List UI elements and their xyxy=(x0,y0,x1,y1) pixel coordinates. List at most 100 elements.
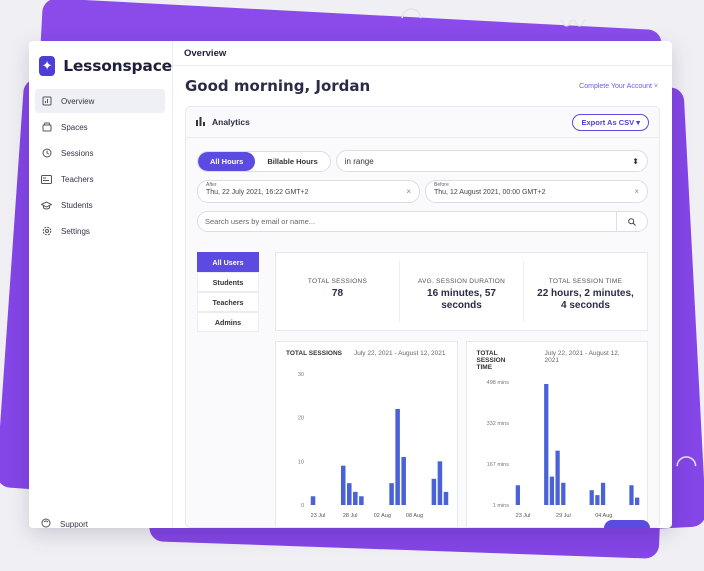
before-date-field[interactable]: Before Thu, 12 August 2021, 00:00 GMT+2 … xyxy=(425,180,648,203)
bar[interactable] xyxy=(340,465,346,505)
sidebar-item-label: Settings xyxy=(61,226,90,236)
main-content: Good morning, Jordan Complete Your Accou… xyxy=(173,66,672,528)
role-teachers[interactable]: Teachers xyxy=(197,292,259,312)
sidebar-item-overview[interactable]: Overview xyxy=(35,89,165,113)
sidebar-item-teachers[interactable]: Teachers xyxy=(35,167,165,191)
bar[interactable] xyxy=(431,478,437,505)
charts-row: TOTAL SESSIONS July 22, 2021 - August 12… xyxy=(275,341,648,528)
y-tick-label: 167 mins xyxy=(486,462,509,468)
lessonspace-logo-icon: ✦ xyxy=(39,56,56,76)
x-tick-label: 04 Aug xyxy=(595,513,612,519)
support-label: Support xyxy=(60,519,89,529)
bar[interactable] xyxy=(549,476,554,505)
y-tick-label: 332 mins xyxy=(486,421,509,427)
tab-all-hours[interactable]: All Hours xyxy=(198,151,256,171)
spaces-icon xyxy=(41,122,52,133)
tab-billable-hours[interactable]: Billable Hours xyxy=(267,156,318,166)
decoration-icon: ◠ xyxy=(675,450,698,480)
complete-account-link[interactable]: Complete Your Account ˅ xyxy=(579,83,658,90)
x-tick-label: 23 Jul xyxy=(515,513,530,519)
stat-avg-duration: AVG. SESSION DURATION 16 minutes, 57 sec… xyxy=(400,261,524,322)
overview-icon xyxy=(41,96,52,107)
sidebar-item-label: Sessions xyxy=(61,148,94,158)
export-csv-button[interactable]: Export As CSV ▾ xyxy=(572,113,649,131)
page-title: Overview xyxy=(184,47,227,59)
chart-title: TOTAL SESSIONS xyxy=(286,350,342,357)
filter-row: All Hours Billable Hours in range ⬍ xyxy=(186,150,659,172)
sidebar-item-spaces[interactable]: Spaces xyxy=(35,115,165,139)
brand-name: Lessonspace xyxy=(63,57,172,75)
x-tick-label: 02 Aug xyxy=(374,513,391,519)
sessions-chart: TOTAL SESSIONS July 22, 2021 - August 12… xyxy=(275,341,458,528)
bar[interactable] xyxy=(347,483,352,505)
bar[interactable] xyxy=(634,497,639,505)
role-admins[interactable]: Admins xyxy=(197,312,259,332)
brand[interactable]: ✦ Lessonspace xyxy=(29,41,172,81)
y-tick-label: 498 mins xyxy=(486,380,509,386)
bar[interactable] xyxy=(389,483,394,505)
stat-total-sessions: TOTAL SESSIONS 78 xyxy=(276,261,400,322)
search-icon[interactable] xyxy=(616,212,647,231)
x-tick-label: 29 Jul xyxy=(556,513,571,519)
range-select[interactable]: in range ⬍ xyxy=(335,150,648,172)
select-arrows-icon: ⬍ xyxy=(632,156,639,166)
clock-icon xyxy=(41,148,52,159)
bar[interactable] xyxy=(443,491,449,505)
y-tick-label: 1 mins xyxy=(492,503,508,509)
bar[interactable] xyxy=(594,495,600,505)
bar[interactable] xyxy=(353,491,358,505)
range-select-value: in range xyxy=(344,156,374,166)
app-window: ✦ Lessonspace Overview Spaces Sessions T… xyxy=(29,41,672,528)
session-time-chart: TOTAL SESSION TIME July 22, 2021 - Augus… xyxy=(465,341,648,528)
after-label: After xyxy=(206,182,217,188)
role-students[interactable]: Students xyxy=(197,272,259,292)
bar[interactable] xyxy=(628,485,634,505)
hours-toggle: All Hours Billable Hours xyxy=(197,150,331,172)
stats-area: TOTAL SESSIONS 78 AVG. SESSION DURATION … xyxy=(275,252,648,528)
sidebar-item-students[interactable]: Students xyxy=(35,193,165,217)
bar[interactable] xyxy=(310,496,316,505)
stats-card: TOTAL SESSIONS 78 AVG. SESSION DURATION … xyxy=(275,252,648,331)
bar[interactable] xyxy=(437,461,443,505)
search-row: Search users by email or name... xyxy=(186,211,659,232)
clear-icon[interactable]: × xyxy=(634,187,639,196)
search-input[interactable]: Search users by email or name... xyxy=(197,211,648,232)
decoration-icon: ◠ xyxy=(400,2,423,32)
bar[interactable] xyxy=(554,450,560,505)
x-tick-label: 08 Aug xyxy=(406,513,423,519)
sidebar-item-sessions[interactable]: Sessions xyxy=(35,141,165,165)
bar[interactable] xyxy=(359,496,364,505)
stat-value: 78 xyxy=(331,288,344,299)
caret-down-icon: ▾ xyxy=(636,117,640,127)
role-all-users[interactable]: All Users xyxy=(197,252,259,272)
bar[interactable] xyxy=(543,383,548,505)
bar[interactable] xyxy=(515,485,520,505)
chart-range: July 22, 2021 - August 12, 2021 xyxy=(544,350,620,364)
stat-value: 22 hours, 2 minutes, 4 seconds xyxy=(537,288,634,311)
search-placeholder: Search users by email or name... xyxy=(205,217,316,226)
sidebar: ✦ Lessonspace Overview Spaces Sessions T… xyxy=(29,41,173,528)
page-header: Overview xyxy=(173,41,672,66)
after-value: Thu, 22 July 2021, 16:22 GMT+2 xyxy=(206,189,309,196)
bar-chart-icon xyxy=(196,116,206,128)
greeting-row: Good morning, Jordan Complete Your Accou… xyxy=(185,66,660,106)
gear-icon xyxy=(41,226,52,237)
after-date-field[interactable]: After Thu, 22 July 2021, 16:22 GMT+2 × xyxy=(197,180,420,203)
bar[interactable] xyxy=(401,456,406,505)
bar[interactable] xyxy=(560,482,565,505)
chevron-down-icon: ˅ xyxy=(653,82,658,90)
bar[interactable] xyxy=(589,490,594,505)
sidebar-item-label: Spaces xyxy=(61,122,88,132)
id-card-icon xyxy=(41,174,52,185)
clear-icon[interactable]: × xyxy=(406,187,411,196)
bar[interactable] xyxy=(600,482,605,505)
x-tick-label: 23 Jul xyxy=(311,513,326,519)
bar[interactable] xyxy=(395,408,400,505)
y-tick-label: 10 xyxy=(298,459,304,465)
sidebar-item-label: Overview xyxy=(61,96,95,106)
help-button[interactable] xyxy=(604,520,650,528)
sidebar-item-label: Teachers xyxy=(61,174,94,184)
greeting: Good morning, Jordan xyxy=(185,77,371,95)
sidebar-item-settings[interactable]: Settings xyxy=(35,219,165,243)
support-link[interactable]: Support xyxy=(41,518,88,528)
